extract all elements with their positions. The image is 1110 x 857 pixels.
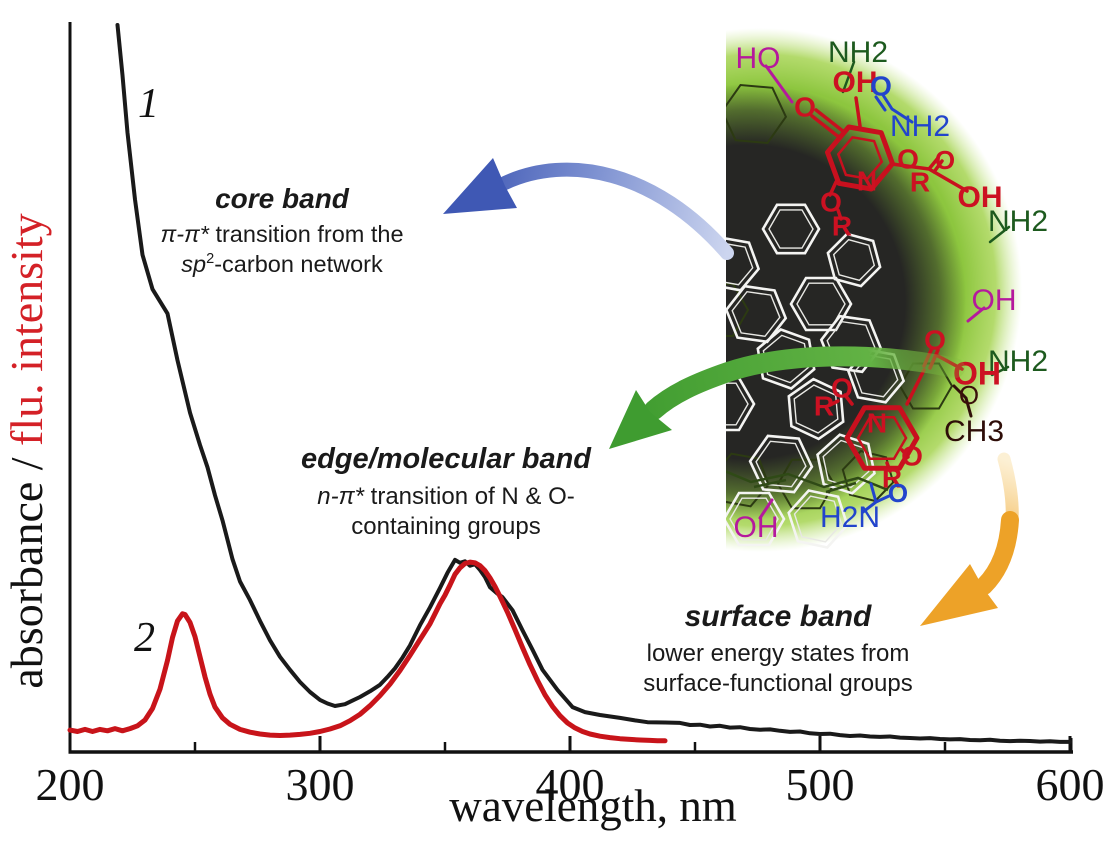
core-band-title: core band (215, 183, 349, 214)
molecule-label-o-15: O (924, 324, 946, 355)
carbon-dot-svg: HO NH2OHOONH2OROOHNH2NOROHOOHNH2OCH3ORNOR… (726, 28, 1048, 552)
molecule-label-o-25: O (888, 478, 908, 508)
curve-1-number: 1 (138, 81, 159, 127)
molecule-label-o-20: O (831, 372, 853, 403)
core-band-body: π-π* transition from the sp2-carbon netw… (160, 221, 404, 277)
molecule-label-o-8: O (935, 145, 955, 175)
molecule-label-nh2-17: NH2 (988, 345, 1048, 378)
molecule-label-oh-14: OH (972, 284, 1017, 317)
x-ticks (68, 736, 1072, 752)
annotation-core-band: core band π-π* transition from the sp2-c… (148, 183, 416, 279)
curve-2 (67, 559, 668, 744)
arrow-green-head (609, 390, 672, 449)
edge-band-body: n-π* transition of N & O- containing gro… (317, 483, 575, 541)
molecule-label-ch3-19: CH3 (944, 415, 1004, 448)
curve-2-number: 2 (134, 615, 155, 661)
molecule-label-o-23: O (901, 440, 923, 471)
molecule-label-n-22: N (867, 407, 887, 438)
annotation-surface-band: surface band lower energy states from su… (620, 600, 936, 699)
arrow-blue-shaft (498, 162, 734, 260)
arrow-blue-head (443, 158, 517, 214)
molecule-label-h2n-26: H2N (820, 501, 880, 534)
surface-band-title: surface band (684, 600, 872, 633)
edge-band-title: edge/molecular band (300, 443, 592, 475)
molecule-label-nh2-1: NH2 (828, 36, 888, 69)
molecule-label-o-4: O (794, 91, 816, 122)
arrow-blue (443, 158, 734, 260)
x-axis-label: wavelength, nm (449, 781, 737, 831)
y-axis-label-fluorescence: flu. intensity (1, 213, 52, 446)
molecule-label-r-13: R (832, 210, 852, 241)
y-axis-label-absorbance: absorbance / (1, 445, 52, 689)
molecule-label-n-11: N (857, 165, 877, 196)
x-tick-label-600: 600 (1036, 759, 1105, 810)
molecule-label-oh-27: OH (734, 511, 779, 544)
carbon-dot-illustration: HO NH2 OH O O NH2 O R O OH NH2 N O R OH O OH NH2 O CH3 O R N O R… (726, 14, 1110, 562)
x-tick-label-300: 300 (286, 759, 355, 810)
molecule-label-r-21: R (814, 390, 834, 421)
y-axis-label: absorbance / flu. intensity (0, 131, 54, 771)
molecule-label-o-18: O (959, 380, 979, 410)
molecule-label-nh2-5: NH2 (890, 110, 950, 143)
surface-band-body: lower energy states from surface-functio… (643, 640, 913, 698)
molecule-label-o-3: O (870, 70, 892, 101)
molecule-label-r-7: R (910, 166, 930, 197)
molecule-label-ho-0: HO (736, 42, 781, 75)
annotation-edge-band: edge/molecular band n-π* transition of N… (280, 443, 612, 542)
molecule-label-nh2-10: NH2 (988, 205, 1048, 238)
